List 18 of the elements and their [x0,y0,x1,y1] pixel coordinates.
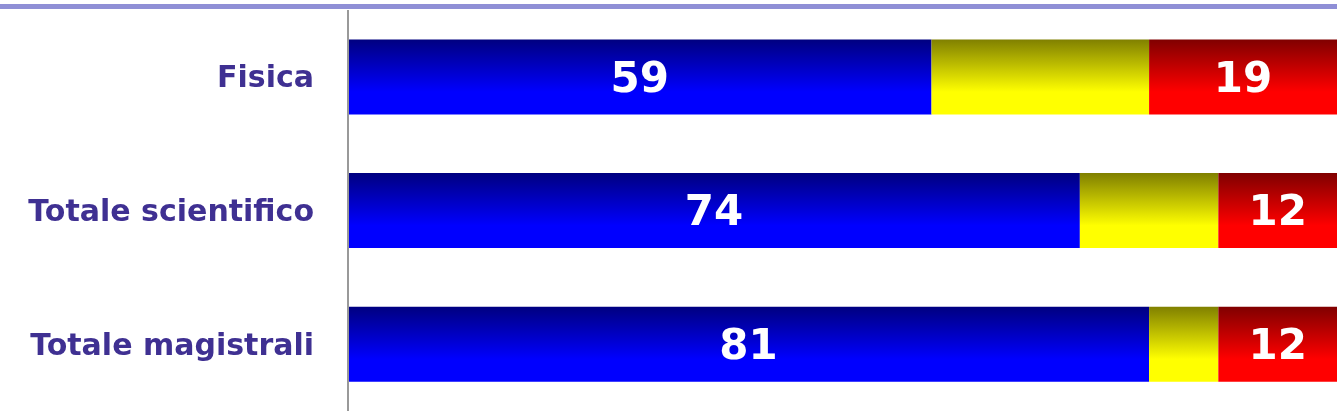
data-label: 12 [1248,186,1307,236]
bar [348,39,932,115]
data-label: 19 [1213,52,1273,102]
bar [348,306,1150,382]
bar [1218,173,1337,249]
bar [1079,173,1219,249]
data-label: 81 [719,319,778,369]
bar [1218,306,1337,382]
bar [348,173,1080,249]
bar [1149,39,1337,115]
y-tick-label: Totale magistrali [30,326,314,362]
data-label: 74 [684,186,744,236]
y-tick-label: Totale scientifico [28,193,314,229]
data-label: 12 [1248,319,1307,369]
bar [1149,306,1219,382]
bar [931,39,1150,115]
data-label: 59 [610,52,669,102]
y-tick-label: Fisica [217,59,314,95]
